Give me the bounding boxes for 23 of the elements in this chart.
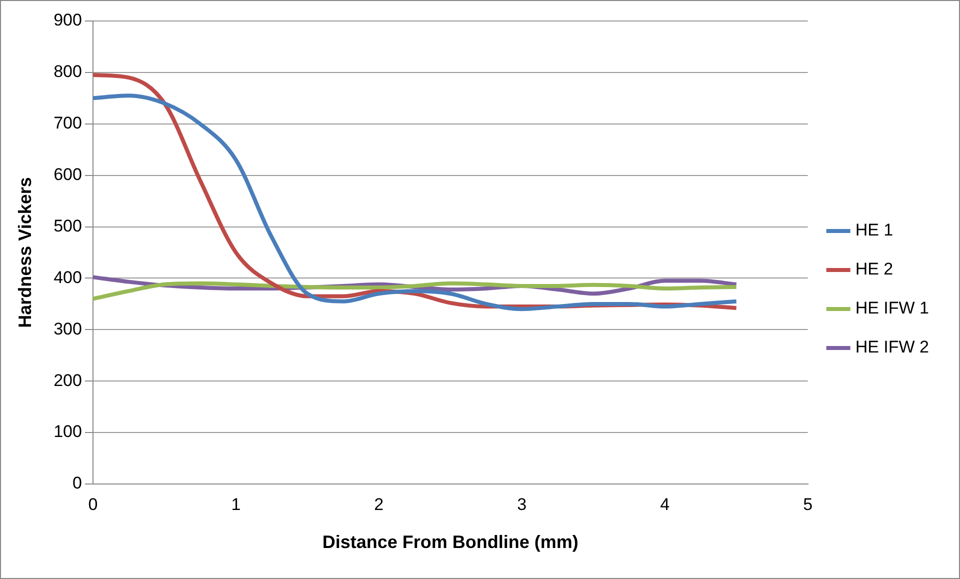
y-tick-label: 500 [54,216,82,236]
x-tick-label: 1 [231,494,241,514]
y-tick-label: 0 [72,474,82,493]
x-tick-label: 4 [660,494,670,514]
x-tick-label: 2 [374,494,384,514]
x-tick-label: 3 [517,494,527,514]
x-tick-label: 0 [88,494,98,514]
y-tick-label: 300 [54,319,82,338]
legend-label: HE IFW 2 [855,338,929,357]
legend-label: HE 1 [855,220,894,240]
y-tick-label: 100 [54,422,82,442]
x-tick-label: 5 [803,494,813,514]
y-tick-label: 400 [54,268,82,287]
y-tick-label: 800 [54,62,82,82]
y-tick-label: 600 [54,165,82,184]
y-tick-label: 700 [54,114,82,133]
y-tick-label: 200 [54,370,82,390]
x-axis-title: Distance From Bondline (mm) [322,532,578,552]
legend-label: HE IFW 1 [855,298,929,318]
y-axis-title: Hardness Vickers [14,177,35,328]
line-series [92,281,738,301]
y-tick-label: 900 [54,10,82,30]
legend-label: HE 2 [855,260,894,279]
